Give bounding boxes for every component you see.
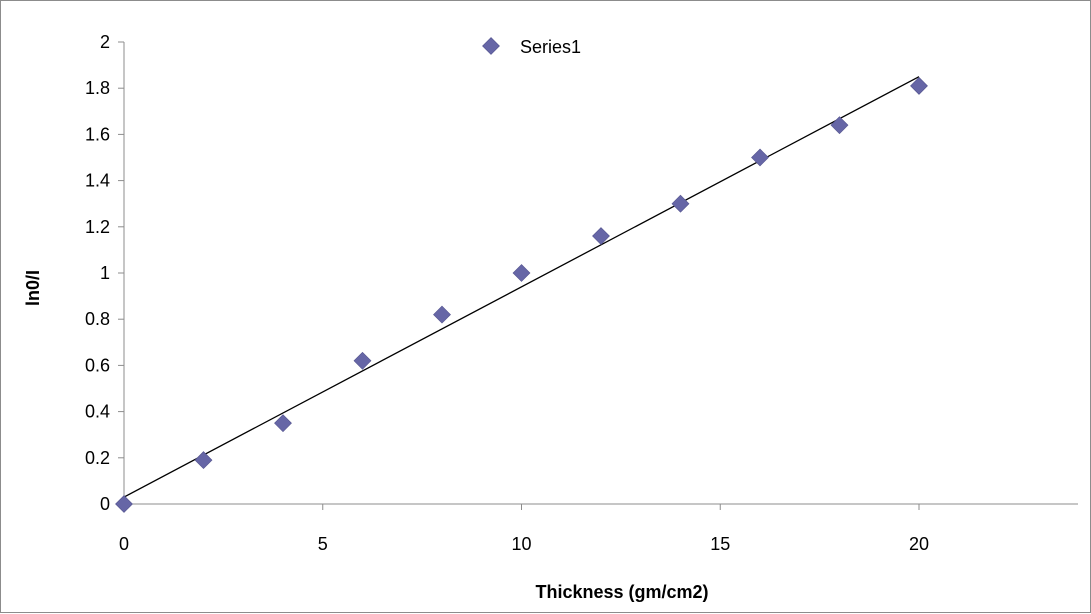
data-point — [353, 351, 372, 370]
data-points — [115, 76, 928, 513]
trendline-layer — [123, 76, 920, 498]
data-point — [194, 451, 213, 470]
y-tick-label: 1.2 — [85, 217, 110, 237]
data-point — [671, 194, 690, 213]
trendline — [123, 76, 920, 498]
y-tick-label: 0.8 — [85, 309, 110, 329]
y-tick-label: 1.4 — [85, 171, 110, 191]
y-tick-label: 2 — [100, 32, 110, 52]
x-tick-label: 5 — [318, 534, 328, 554]
data-point — [512, 264, 531, 282]
y-tick-label: 1.6 — [85, 124, 110, 144]
x-ticks: 0 5 10 15 20 — [119, 504, 929, 554]
x-axis-title: Thickness (gm/cm2) — [535, 582, 708, 602]
y-tick-label: 0.4 — [85, 402, 110, 422]
x-tick-label: 15 — [710, 534, 730, 554]
y-tick-label: 0 — [100, 494, 110, 514]
y-ticks: 0 0.2 0.4 0.6 0.8 1 1.2 1.4 1.6 1.8 2 — [85, 32, 124, 514]
data-point — [830, 116, 849, 135]
data-point — [910, 76, 928, 95]
legend-marker-diamond-icon — [482, 37, 500, 55]
x-tick-label: 10 — [511, 534, 531, 554]
axes — [123, 42, 1078, 505]
y-axis-title: ln0/I — [23, 270, 43, 306]
data-point — [433, 305, 451, 324]
y-tick-label: 1.8 — [85, 78, 110, 98]
y-tick-label: 0.6 — [85, 355, 110, 375]
legend: Series1 — [482, 37, 581, 57]
legend-label: Series1 — [520, 37, 581, 57]
y-tick-label: 0.2 — [85, 448, 110, 468]
data-point — [274, 414, 292, 433]
y-tick-label: 1 — [100, 263, 110, 283]
data-point — [592, 227, 610, 245]
data-point — [751, 148, 769, 167]
x-tick-label: 20 — [909, 534, 929, 554]
data-point — [115, 495, 133, 513]
x-tick-label: 0 — [119, 534, 129, 554]
